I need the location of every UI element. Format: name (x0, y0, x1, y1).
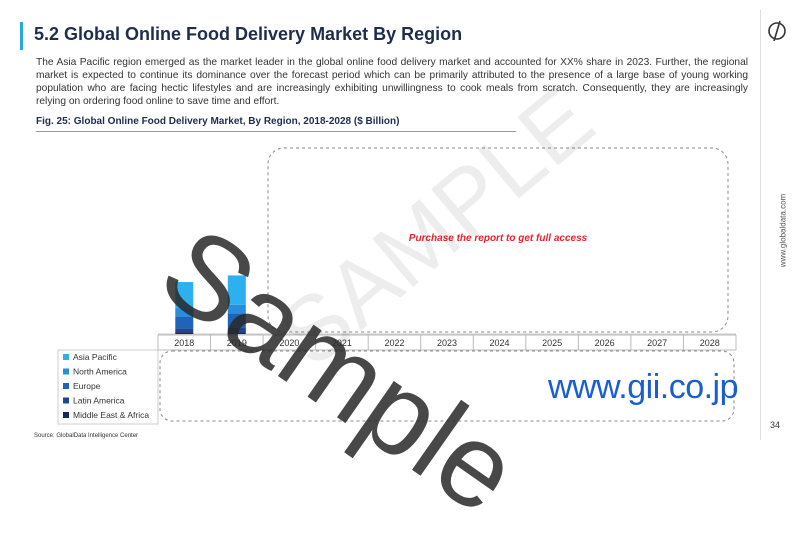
x-tick-label: 2025 (542, 338, 562, 348)
legend-label: North America (73, 367, 127, 377)
legend-swatch (63, 368, 69, 375)
source-note: Source: GlobalData Intelligence Center (34, 433, 139, 439)
overlay-text: Purchase the report to get full access (409, 233, 588, 244)
legend-label: Europe (73, 381, 101, 391)
x-tick-label: 2020 (279, 338, 299, 348)
x-tick-label: 2022 (384, 338, 404, 348)
bar-segment (175, 317, 194, 329)
legend-label: Latin America (73, 396, 125, 406)
legend-label: Asia Pacific (73, 352, 118, 362)
chart: Purchase the report to get full access 2… (57, 147, 737, 425)
x-tick-label: 2026 (595, 338, 615, 348)
bar-segment (227, 332, 246, 334)
legend-swatch (63, 397, 69, 404)
x-tick-label: 2023 (437, 338, 457, 348)
locked-overlay (267, 147, 729, 333)
title-accent (20, 22, 23, 50)
page-number: 34 (770, 420, 781, 430)
x-tick-label: 2028 (700, 338, 720, 348)
bar-segment (175, 328, 194, 333)
bar-segment (227, 304, 246, 314)
bar-segment (175, 332, 194, 334)
legend-swatch (63, 383, 69, 389)
legend-swatch (63, 354, 69, 360)
slide-title: 5.2 Global Online Food Delivery Market B… (34, 24, 463, 44)
bar-segment (227, 275, 246, 305)
x-tick-label: 2024 (490, 338, 510, 348)
bar-segment (175, 282, 194, 309)
bar-segment (175, 308, 194, 317)
legend-swatch (63, 412, 69, 418)
x-tick-label: 2019 (227, 338, 247, 348)
figure-caption: Fig. 25: Global Online Food Delivery Mar… (36, 116, 400, 127)
locked-table (159, 350, 735, 422)
x-tick-label: 2027 (647, 338, 667, 348)
bar-segment (227, 313, 246, 328)
x-tick-label: 2021 (332, 338, 352, 348)
caption-rule (36, 131, 516, 132)
x-tick-label: 2018 (174, 338, 194, 348)
page: 5.2 Global Online Food Delivery Market B… (20, 10, 788, 539)
body-paragraph: The Asia Pacific region emerged as the m… (36, 57, 748, 107)
legend-label: Middle East & Africa (73, 410, 149, 420)
bar-segment (227, 327, 246, 333)
gii-url: www.gii.co.jp (548, 368, 739, 406)
logo (768, 20, 786, 42)
legend-box (57, 349, 159, 425)
side-rule (760, 10, 761, 440)
